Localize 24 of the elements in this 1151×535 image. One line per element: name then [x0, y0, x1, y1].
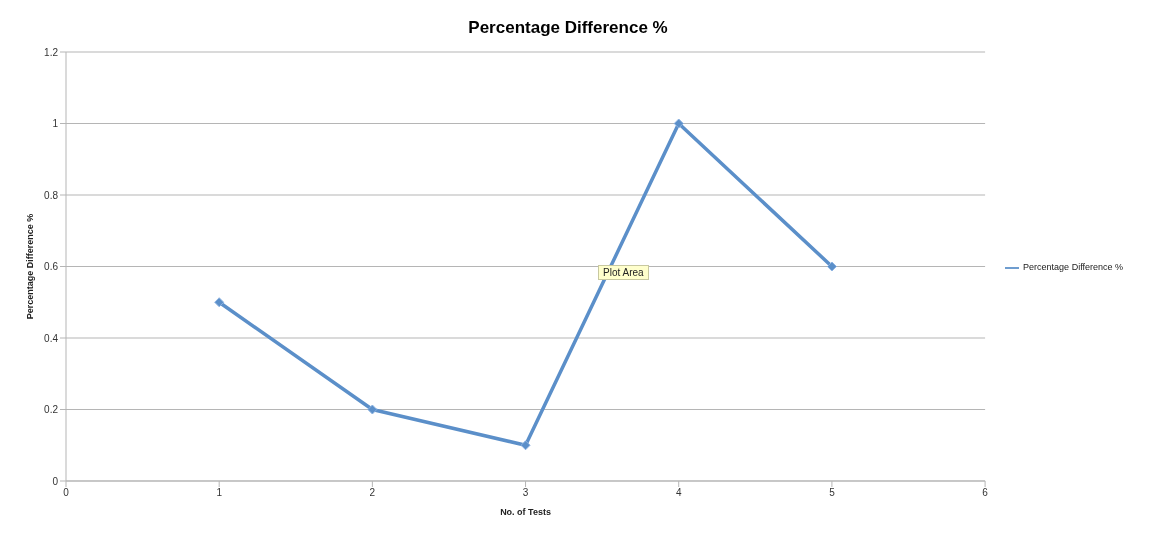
x-tick-label: 2 [369, 487, 376, 499]
x-tick-label: 5 [829, 487, 836, 499]
y-tick-label: 1 [52, 118, 59, 130]
y-tick-label: 0.2 [44, 404, 59, 416]
y-tick-label: 0 [52, 475, 59, 487]
x-tick-label: 6 [982, 487, 989, 499]
y-axis-title: Percentage Difference % [25, 213, 36, 320]
chart-title: Percentage Difference % [467, 18, 669, 38]
x-tick-label: 3 [522, 487, 529, 499]
x-tick-label: 1 [216, 487, 223, 499]
y-tick-label: 0.4 [44, 332, 59, 344]
y-tick-label: 1.2 [44, 46, 59, 58]
y-tick-label: 0.6 [44, 261, 59, 273]
point [367, 404, 378, 415]
legend-label: Percentage Difference % [1023, 261, 1123, 272]
point [520, 440, 531, 451]
annotation: Plot Area [598, 265, 649, 280]
point [214, 297, 225, 308]
point [673, 118, 684, 129]
y-tick-label: 0.8 [44, 189, 59, 201]
x-tick-label: 4 [675, 487, 682, 499]
point [826, 261, 837, 272]
x-axis-title: No. of Tests [500, 507, 551, 517]
x-tick-label: 0 [63, 487, 70, 499]
